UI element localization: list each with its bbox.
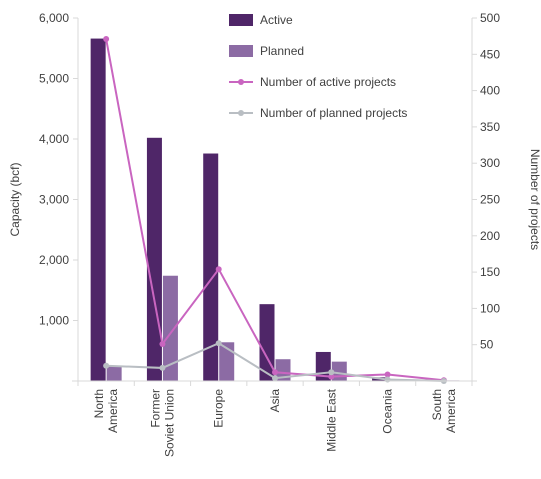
right-tick-label-2: 100 [480,301,500,315]
planned-projects-point-0 [103,362,110,369]
category-label-line-6-0: South [430,389,444,420]
left-tick-label-1: 1,000 [39,314,69,328]
planned-bar-0 [106,366,122,381]
right-tick-label-8: 400 [480,84,500,98]
legend-label-1: Planned [260,44,304,58]
left-tick-label-4: 4,000 [39,132,69,146]
category-label-line-5-0: Oceania [381,389,395,434]
active-projects-point-2 [215,266,222,273]
active-projects-point-3 [272,369,278,376]
category-label-line-2-0: Europe [212,389,226,428]
legend-marker-3 [238,110,244,116]
active-bar-0 [90,38,106,381]
planned-bar-2 [219,342,235,381]
category-label-line-1-1: Soviet Union [162,389,176,457]
right-tick-label-1: 50 [480,338,494,352]
planned-projects-point-3 [272,375,278,382]
category-label-2: Europe [212,389,226,428]
left-tick-label-3: 3,000 [39,193,69,207]
legend-item-2: Number of active projects [229,75,396,89]
category-label-5: Oceania [381,389,395,434]
category-label-line-4-0: Middle East [324,388,338,451]
legend-item-3: Number of planned projects [229,106,407,120]
active-projects-point-1 [159,340,166,347]
lines-layer [103,36,447,384]
right-tick-label-4: 200 [480,229,500,243]
category-label-6: SouthAmerica [430,389,458,433]
category-label-1: FormerSoviet Union [148,389,176,457]
category-label-line-0-1: America [106,389,120,433]
legend-label-0: Active [260,13,293,27]
planned-projects-point-2 [215,340,222,347]
active-projects-point-4 [328,373,335,380]
active-projects-point-5 [384,371,391,378]
legend-item-1: Planned [229,44,304,58]
category-label-line-6-1: America [444,389,458,433]
category-label-line-1-0: Former [148,389,162,428]
category-label-line-0-0: North [92,389,106,418]
category-label-line-3-0: Asia [268,389,282,413]
planned-projects-point-4 [328,369,335,376]
right-tick-label-9: 450 [480,47,500,61]
active-projects-point-0 [103,36,110,43]
left-tick-label-5: 5,000 [39,72,69,86]
right-tick-label-3: 150 [480,265,500,279]
left-tick-label-2: 2,000 [39,253,69,267]
right-tick-label-10: 500 [480,11,500,25]
legend-swatch-1 [229,45,253,57]
legend: Active Planned Number of active projects Nu… [229,13,407,120]
planned-projects-point-1 [159,364,166,371]
legend-marker-2 [238,79,244,85]
legend-label-3: Number of planned projects [260,106,407,120]
planned-projects-point-5 [384,376,391,383]
right-tick-label-6: 300 [480,156,500,170]
category-label-0: NorthAmerica [92,389,120,433]
right-tick-label-7: 350 [480,120,500,134]
bars-layer [90,38,460,381]
right-axis-title: Number of projects [528,149,541,250]
legend-item-0: Active [229,13,293,27]
legend-label-2: Number of active projects [260,75,396,89]
active-bar-2 [203,153,219,381]
active-bar-3 [259,304,275,381]
category-label-4: Middle East [324,388,338,451]
left-tick-label-6: 6,000 [39,11,69,25]
planned-bar-3 [275,359,291,381]
planned-bar-1 [162,275,178,381]
bar-series-1 [106,275,460,381]
category-label-3: Asia [268,389,282,413]
axes-layer: 1,000 2,000 3,000 4,000 5,000 6,000 50 100 150 20… [8,11,541,457]
left-axis-title: Capacity (bcf) [8,162,22,236]
legend-swatch-0 [229,14,253,26]
bar-series-0 [90,38,444,381]
right-tick-label-5: 250 [480,193,500,207]
line-series-1 [103,340,447,384]
